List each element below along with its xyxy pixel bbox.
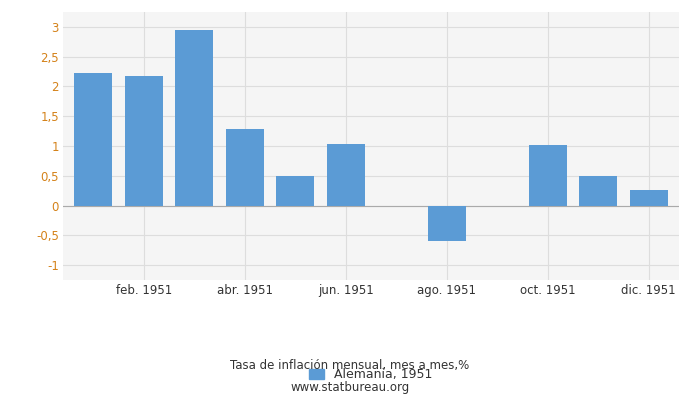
Bar	[74, 73, 112, 206]
Bar	[580, 176, 617, 206]
Text: Tasa de inflación mensual, mes a mes,%: Tasa de inflación mensual, mes a mes,%	[230, 360, 470, 372]
Bar	[276, 176, 314, 206]
Bar	[175, 30, 214, 206]
Bar	[327, 144, 365, 206]
Bar	[428, 206, 466, 241]
Bar	[125, 76, 162, 206]
Legend: Alemania, 1951: Alemania, 1951	[304, 363, 438, 386]
Bar	[226, 129, 264, 206]
Bar	[630, 190, 668, 206]
Bar	[528, 145, 567, 206]
Text: www.statbureau.org: www.statbureau.org	[290, 382, 410, 394]
